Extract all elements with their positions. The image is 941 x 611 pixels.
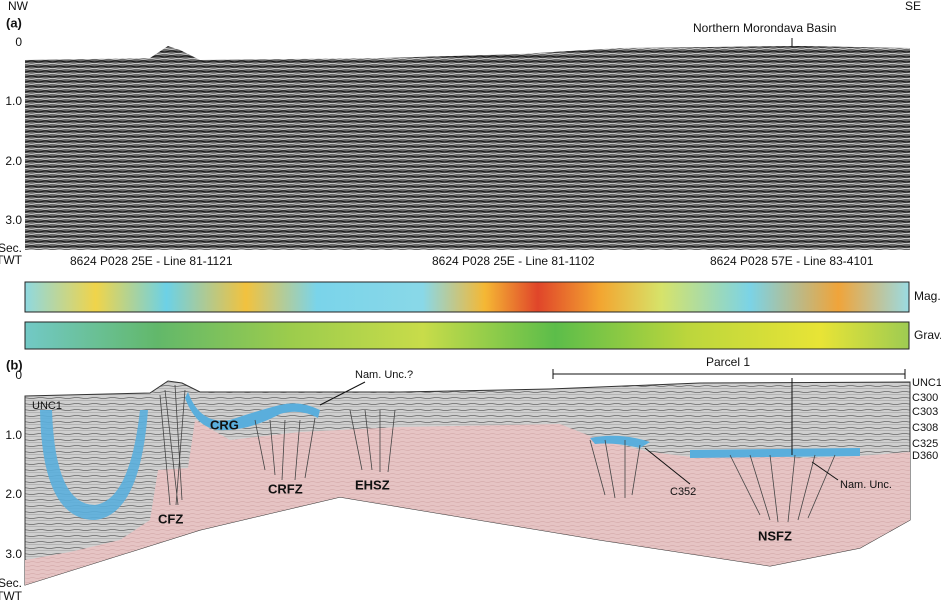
structure-label: C352 [670, 486, 696, 498]
grav-label: Grav. [914, 328, 941, 342]
leader [811, 461, 839, 481]
blue-unit [40, 410, 148, 520]
grav-strip [24, 321, 910, 350]
line-label: 8624 P028 25E - Line 81-1121 [70, 254, 233, 268]
axis-label: 1.0 [5, 94, 22, 108]
axis-label: 2.0 [5, 487, 22, 501]
parcel-label: Parcel 1 [706, 355, 750, 369]
structure-label: NSFZ [758, 528, 792, 543]
panel-label: (b) [6, 357, 23, 372]
axis-label: 3.0 [5, 547, 22, 561]
seismic-image [25, 46, 910, 250]
axis-label: 0 [15, 35, 22, 49]
horizon-label: UNC1 [912, 377, 941, 389]
leader [319, 381, 366, 406]
axis-label: 0 [15, 368, 22, 382]
structure-label: EHSZ [355, 477, 390, 492]
axis-label: 2.0 [5, 154, 22, 168]
horizon-label: C325 [912, 438, 938, 450]
leader [644, 447, 691, 485]
basin-label: Northern Morondava Basin [693, 21, 836, 35]
direction-se: SE [905, 0, 921, 13]
direction-nw: NW [8, 0, 29, 13]
line-label: 8624 P028 57E - Line 83-4101 [710, 254, 874, 268]
mag-label: Mag. [914, 289, 941, 303]
horizon-label: C308 [912, 422, 938, 434]
axis-unit: Sec. [0, 241, 22, 255]
blue-unit [590, 435, 650, 448]
panel-label: (a) [6, 15, 22, 30]
horizon-label: C303 [912, 406, 938, 418]
axis-unit: TWT [0, 253, 23, 267]
axis-label: 3.0 [5, 213, 22, 227]
faults [159, 384, 836, 523]
axis-label: 1.0 [5, 428, 22, 442]
blue-unit [185, 392, 320, 431]
line-label: 8624 P028 25E - Line 81-1102 [432, 254, 595, 268]
structure-label: CRFZ [268, 481, 303, 496]
axis-unit: Sec. [0, 576, 22, 590]
structure-label: CFZ [158, 511, 183, 526]
horizon-label: D360 [912, 450, 938, 462]
annotation: Nam. Unc.? [355, 369, 413, 381]
mag-strip [24, 281, 910, 313]
basement [25, 420, 910, 585]
horizon-label: UNC1 [32, 400, 62, 412]
blue-unit [690, 448, 860, 458]
structure-label: Nam. Unc. [840, 479, 892, 491]
axis-unit: TWT [0, 589, 23, 603]
horizon-label: C300 [912, 392, 938, 404]
structure-label: CRG [210, 417, 239, 432]
